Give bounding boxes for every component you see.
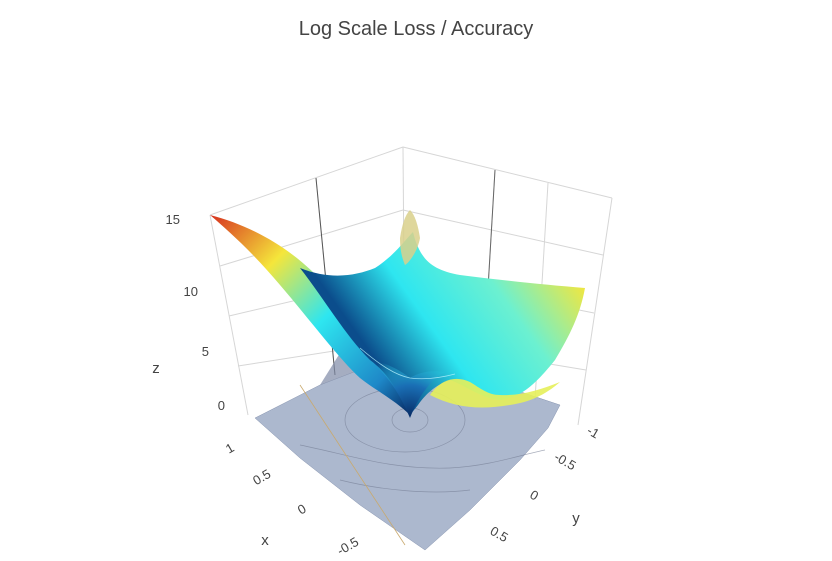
box-edge <box>209 214 249 416</box>
x-tick-label: 0 <box>295 501 309 518</box>
grid-line <box>402 209 604 256</box>
contour-line <box>339 479 471 493</box>
loss-surface-left-sheet <box>210 215 410 415</box>
loss-surface <box>210 210 585 418</box>
contour-line <box>299 444 546 469</box>
loss-surface-back-sheet <box>300 232 585 415</box>
z-axis-ticks: 0 5 10 15 z <box>152 212 225 413</box>
box-edge <box>209 146 404 216</box>
z-axis-title: z <box>152 360 160 377</box>
loss-surface-front-lobe <box>430 378 560 408</box>
loss-surface-peak <box>400 210 420 265</box>
z-tick-label: 0 <box>218 398 225 413</box>
x-tick-label: 1 <box>223 440 237 457</box>
y-tick-label: -0.5 <box>552 449 579 473</box>
grid-line <box>219 209 404 267</box>
loss-surface-ridge-line <box>359 347 456 380</box>
z-tick-label: 5 <box>202 344 209 359</box>
accuracy-ridge <box>299 384 406 546</box>
x-axis-title: x <box>261 532 269 549</box>
box-edge <box>402 146 613 199</box>
z-tick-label: 10 <box>184 284 198 299</box>
y-tick-label: 0.5 <box>488 523 511 545</box>
box-edge <box>577 197 613 426</box>
loss-surface-pit <box>370 360 445 418</box>
x-tick-label: 0.5 <box>250 466 273 488</box>
y-tick-label: -1 <box>584 423 602 442</box>
y-tick-label: 0 <box>527 487 541 504</box>
y-axis-title: y <box>572 510 580 527</box>
chart-title: Log Scale Loss / Accuracy <box>298 18 534 40</box>
z-tick-label: 15 <box>166 212 180 227</box>
x-tick-label: -0.5 <box>334 534 361 558</box>
